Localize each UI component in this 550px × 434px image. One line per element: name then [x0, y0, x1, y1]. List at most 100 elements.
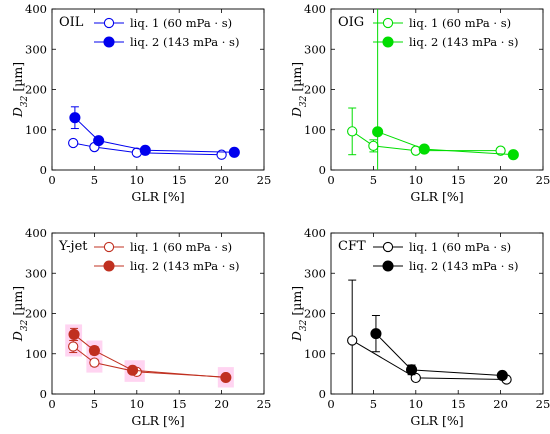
x-tick-label: 20: [493, 173, 508, 187]
x-tick-label: 0: [48, 397, 55, 411]
series-liq1-point: [495, 145, 506, 156]
panel-label: Y-jet: [58, 239, 88, 254]
x-tick-label: 25: [536, 397, 550, 411]
series-liq1-line: [73, 142, 222, 156]
panel-oig: 0 5 10 15 20 25 0 100 200 300 400 GLR [%] D32 [µm] OI…: [289, 2, 550, 204]
x-tick-label: 5: [91, 397, 98, 411]
x-tick-label: 20: [214, 397, 229, 411]
series-liq1-point: [68, 137, 79, 149]
legend-marker: [103, 17, 115, 29]
y-axis-label-unit: [µm]: [289, 286, 304, 320]
legend-entry: liq. 1 (60 mPa · s): [409, 16, 511, 30]
y-tick-label: 0: [40, 163, 47, 177]
y-axis-label-main: D: [10, 107, 25, 118]
panel-label: CFT: [338, 239, 366, 254]
data-layer: [68, 327, 232, 384]
x-tick-label: 20: [493, 397, 508, 411]
series-liq2-point: [127, 364, 139, 376]
series-liq2-point: [372, 126, 384, 138]
series-liq1-point: [89, 357, 100, 368]
x-tick-label: 5: [370, 397, 377, 411]
y-tick-label: 100: [304, 123, 326, 137]
y-tick-label: 0: [40, 387, 47, 401]
x-axis-label: GLR [%]: [131, 189, 184, 204]
series-liq2-point: [507, 149, 519, 161]
series-liq2-line: [375, 333, 503, 376]
y-axis-label-sub: 32: [20, 95, 30, 107]
legend-marker: [382, 260, 394, 272]
series-liq2-point: [228, 146, 240, 158]
y-tick-label: 400: [304, 2, 326, 16]
y-tick-label: 300: [304, 266, 326, 280]
x-tick-label: 25: [257, 173, 272, 187]
y-axis-label-main: D: [289, 107, 304, 118]
y-tick-label: 200: [25, 307, 47, 321]
legend-entry: liq. 2 (143 mPa · s): [130, 35, 239, 49]
series-liq1-line: [351, 340, 507, 381]
x-tick-label: 10: [408, 173, 423, 187]
x-tick-label: 0: [327, 173, 334, 187]
x-tick-label: 15: [172, 173, 187, 187]
legend-entry: liq. 1 (60 mPa · s): [130, 16, 232, 30]
series-liq2-point: [220, 371, 232, 384]
y-axis-label: D32 [µm]: [10, 286, 30, 342]
series-liq2-line: [74, 117, 235, 153]
panel-cft: 0 5 10 15 20 25 0 100 200 300 400 GLR [%] D32 [µm] CF…: [289, 226, 550, 428]
y-tick-label: 200: [25, 83, 47, 97]
y-axis-label: D32 [µm]: [289, 62, 309, 118]
y-axis-label-sub: 32: [20, 319, 30, 331]
legend-marker: [103, 36, 115, 48]
data-layer: [347, 279, 512, 394]
series-liq2-point: [418, 143, 430, 155]
series-liq2-point: [88, 344, 100, 357]
y-tick-label: 100: [304, 347, 326, 361]
legend-marker: [382, 36, 394, 48]
panel-label: OIL: [59, 15, 84, 30]
y-axis-label-sub: 32: [299, 95, 309, 107]
series-liq1-point: [347, 335, 358, 346]
series-liq2-point: [406, 364, 418, 376]
series-liq2-point: [139, 144, 151, 156]
y-tick-label: 100: [25, 123, 47, 137]
y-axis-label-unit: [µm]: [10, 286, 25, 320]
legend-marker: [382, 17, 394, 29]
y-tick-label: 300: [25, 266, 47, 280]
panel-label: OIG: [338, 15, 364, 30]
y-tick-label: 300: [25, 42, 47, 56]
x-tick-label: 20: [214, 173, 229, 187]
legend-entry: liq. 1 (60 mPa · s): [409, 240, 511, 254]
x-axis-label: GLR [%]: [131, 413, 184, 428]
y-tick-label: 100: [25, 347, 47, 361]
x-tick-label: 0: [48, 173, 55, 187]
y-axis-label: D32 [µm]: [10, 62, 30, 118]
legend-entry: liq. 1 (60 mPa · s): [130, 240, 232, 254]
x-tick-label: 15: [451, 173, 466, 187]
series-liq1-point: [347, 126, 358, 137]
x-tick-label: 15: [451, 397, 466, 411]
y-axis-label-main: D: [289, 331, 304, 342]
y-axis-label-sub: 32: [299, 319, 309, 331]
y-tick-label: 200: [304, 83, 326, 97]
x-tick-label: 10: [129, 173, 144, 187]
series-liq2-point: [370, 328, 382, 340]
series-liq2-point: [69, 112, 81, 124]
y-axis-label: D32 [µm]: [289, 286, 309, 342]
y-tick-label: 400: [304, 226, 326, 240]
x-tick-label: 10: [408, 397, 423, 411]
x-tick-label: 15: [172, 397, 187, 411]
y-tick-label: 0: [319, 163, 326, 177]
data-layer: [68, 106, 240, 160]
series-liq2-line: [377, 131, 514, 156]
panel-y-jet: 0 5 10 15 20 25 0 100 200 300 400 GLR [%] D32 [µm] Y-…: [10, 226, 271, 428]
x-tick-label: 0: [327, 397, 334, 411]
y-axis-label-unit: [µm]: [289, 62, 304, 96]
x-axis-label: GLR [%]: [410, 413, 463, 428]
x-tick-label: 25: [536, 173, 550, 187]
series-liq1-point: [368, 140, 379, 151]
series-liq1-line: [351, 130, 501, 152]
series-liq1-point: [68, 341, 79, 352]
legend-entry: liq. 2 (143 mPa · s): [130, 259, 239, 273]
legend-marker: [103, 241, 115, 253]
legend-marker: [103, 260, 115, 272]
